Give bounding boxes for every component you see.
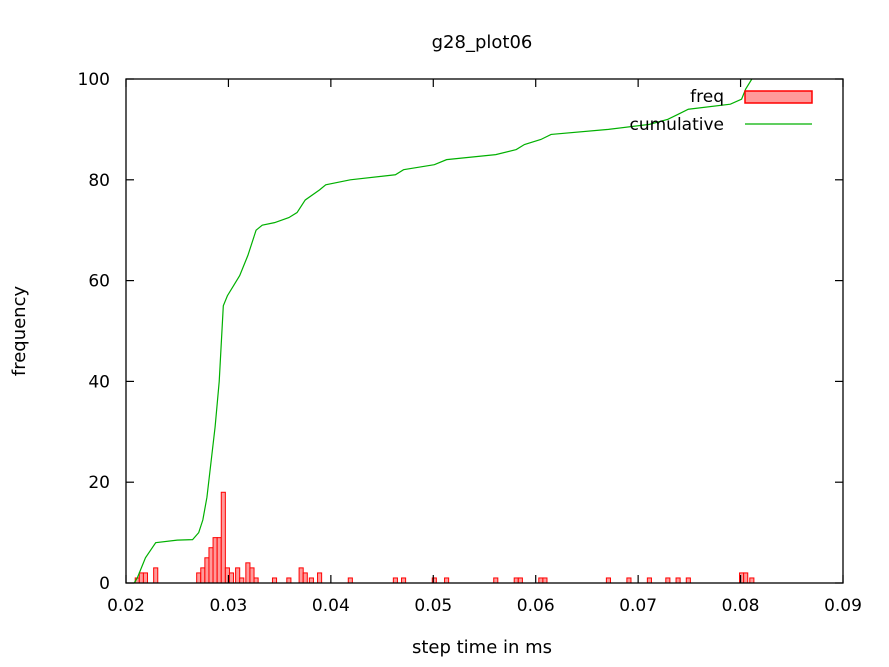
freq-bar: [138, 572, 144, 584]
x-tick-label: 0.03: [209, 596, 247, 616]
x-tick-label: 0.06: [517, 596, 555, 616]
chart-title: g28_plot06: [432, 32, 533, 53]
freq-bar: [493, 577, 499, 584]
freq-bar: [204, 557, 210, 584]
freq-bar: [200, 567, 206, 584]
x-tick-label: 0.09: [824, 596, 862, 616]
x-axis-label: step time in ms: [412, 637, 552, 658]
x-tick-label: 0.04: [312, 596, 350, 616]
freq-bar: [513, 577, 519, 584]
freq-bars: [134, 491, 755, 584]
freq-bar: [392, 577, 398, 584]
cumulative-layer: [133, 78, 753, 584]
freq-bar: [626, 577, 632, 584]
plot-frame: [125, 78, 844, 584]
freq-bar: [302, 572, 308, 584]
freq-bar: [212, 537, 218, 584]
y-tick-labels: 0 20 40 60 80 100: [78, 70, 110, 594]
x-tick-label: 0.08: [722, 596, 760, 616]
freq-bar: [444, 577, 450, 584]
freq-bar: [286, 577, 292, 584]
freq-bar: [239, 577, 245, 584]
axis-ticks: [125, 78, 844, 584]
y-tick-label: 100: [78, 70, 110, 90]
x-tick-label: 0.02: [107, 596, 145, 616]
cumulative-line: [133, 78, 753, 584]
y-axis-label: frequency: [9, 286, 30, 377]
freq-bar: [646, 577, 652, 584]
freq-bar: [308, 577, 314, 584]
freq-bar: [401, 577, 407, 584]
freq-bar: [208, 547, 214, 584]
freq-bar: [675, 577, 681, 584]
freq-bar: [253, 577, 259, 584]
freq-bar: [235, 567, 241, 584]
freq-bar: [142, 572, 149, 584]
freq-bar: [665, 577, 671, 584]
freq-bar: [249, 567, 255, 584]
freq-bar: [216, 537, 222, 584]
freq-bar: [153, 567, 159, 584]
freq-bar: [538, 577, 544, 584]
freq-bar: [220, 491, 226, 584]
legend: freq cumulative: [629, 87, 813, 135]
freq-bar: [749, 577, 755, 584]
x-tick-label: 0.05: [414, 596, 452, 616]
y-tick-label: 0: [99, 574, 110, 594]
legend-label-freq: freq: [690, 87, 724, 107]
freq-bar: [605, 577, 611, 584]
y-tick-label: 40: [88, 372, 110, 392]
freq-bar: [685, 577, 691, 584]
freq-bar: [517, 577, 523, 584]
y-tick-label: 20: [88, 473, 110, 493]
legend-swatch-freq: [744, 90, 813, 104]
freq-bar: [347, 577, 353, 584]
freq-bar: [228, 572, 235, 584]
x-tick-label: 0.07: [619, 596, 657, 616]
freq-bar: [298, 567, 304, 584]
legend-label-cumulative: cumulative: [629, 115, 724, 135]
freq-bar: [245, 562, 251, 584]
freq-bar: [317, 572, 323, 584]
y-tick-label: 80: [88, 171, 110, 191]
x-tick-labels: 0.02 0.03 0.04 0.05 0.06 0.07 0.08 0.09: [107, 596, 862, 616]
freq-bar: [542, 577, 548, 584]
y-tick-label: 60: [88, 272, 110, 292]
freq-bar: [271, 577, 278, 584]
freq-bar: [196, 572, 202, 584]
freq-bar: [743, 572, 749, 584]
